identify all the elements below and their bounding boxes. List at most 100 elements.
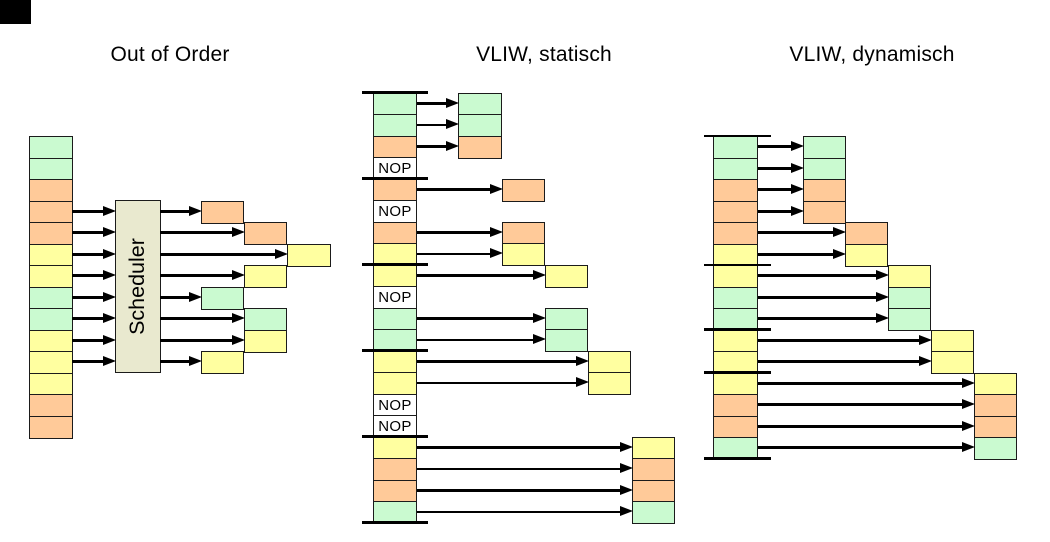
scheduled-instruction-box	[244, 222, 288, 246]
scheduled-instruction-box	[888, 265, 932, 289]
dispatch-arrow-line	[758, 338, 921, 342]
bundle-boundary-tick	[361, 349, 428, 352]
instruction-box	[373, 114, 417, 138]
scheduled-instruction-box	[588, 350, 632, 374]
dispatch-arrow-head-icon	[532, 312, 546, 323]
scheduled-instruction-box	[930, 329, 974, 353]
instruction-box	[29, 157, 73, 181]
dispatch-arrow-head-icon	[188, 205, 202, 216]
nop-label: NOP	[378, 396, 412, 414]
scheduled-instruction-box	[501, 243, 545, 267]
scheduled-instruction-box	[458, 114, 502, 138]
dispatch-arrow-head-icon	[918, 356, 932, 367]
dispatch-arrow-head-icon	[489, 248, 503, 259]
instruction-box	[373, 372, 417, 396]
scheduled-instruction-box	[244, 265, 288, 289]
instruction-box	[713, 372, 759, 396]
bundle-boundary-tick	[704, 371, 771, 374]
instruction-box	[373, 135, 417, 159]
dispatch-arrow-head-icon	[619, 506, 633, 517]
issue-arrow-head-icon	[102, 270, 116, 281]
issue-arrow-line	[71, 338, 105, 342]
corner-mark	[0, 0, 31, 24]
dispatch-arrow-line	[758, 446, 964, 450]
scheduled-instruction-box	[845, 222, 889, 246]
instruction-box	[713, 157, 759, 181]
scheduler-box: Scheduler	[114, 200, 161, 373]
dispatch-arrow-line	[758, 209, 793, 213]
dispatch-arrow-line	[758, 252, 836, 256]
dispatch-arrow-head-icon	[232, 334, 246, 345]
scheduled-instruction-box	[973, 372, 1017, 396]
dispatch-arrow-line	[416, 510, 622, 514]
dispatch-arrow-line	[758, 403, 964, 407]
dispatch-arrow-line	[159, 252, 278, 256]
dispatch-arrow-head-icon	[232, 270, 246, 281]
dispatch-arrow-head-icon	[790, 162, 804, 173]
instruction-box	[713, 222, 759, 246]
dispatch-arrow-line	[758, 360, 921, 364]
dispatch-arrow-head-icon	[833, 248, 847, 259]
dispatch-arrow-head-icon	[619, 484, 633, 495]
scheduled-instruction-box	[244, 308, 288, 332]
scheduled-instruction-box	[802, 200, 846, 224]
dispatch-arrow-head-icon	[446, 140, 460, 151]
issue-arrow-line	[71, 295, 105, 299]
instruction-box	[713, 329, 759, 353]
issue-arrow-head-icon	[102, 205, 116, 216]
dispatch-arrow-line	[758, 188, 793, 192]
bundle-boundary-tick	[361, 177, 428, 180]
dispatch-arrow-head-icon	[232, 227, 246, 238]
instruction-box	[373, 92, 417, 116]
dispatch-arrow-head-icon	[489, 226, 503, 237]
dispatch-arrow-line	[416, 252, 492, 256]
scheduled-instruction-box	[200, 200, 245, 224]
panel-title-vliw-static: VLIW, statisch	[476, 43, 612, 66]
instruction-box	[29, 179, 73, 203]
dispatch-arrow-line	[416, 381, 579, 385]
scheduled-instruction-box	[802, 179, 846, 203]
instruction-box	[373, 221, 417, 245]
dispatch-arrow-head-icon	[232, 313, 246, 324]
dispatch-arrow-head-icon	[275, 248, 289, 259]
nop-label: NOP	[378, 289, 412, 307]
scheduled-instruction-box	[200, 286, 245, 310]
dispatch-arrow-head-icon	[619, 441, 633, 452]
instruction-box	[29, 286, 73, 310]
scheduled-instruction-box	[802, 136, 846, 160]
scheduled-instruction-box	[973, 415, 1017, 439]
bundle-boundary-tick	[361, 91, 428, 94]
instruction-box	[29, 265, 73, 289]
dispatch-arrow-head-icon	[876, 313, 890, 324]
dispatch-arrow-head-icon	[188, 291, 202, 302]
instruction-box	[29, 136, 73, 160]
dispatch-arrow-head-icon	[961, 377, 975, 388]
issue-arrow-head-icon	[102, 356, 116, 367]
dispatch-arrow-line	[416, 489, 622, 492]
scheduled-instruction-box	[973, 437, 1017, 461]
dispatch-arrow-head-icon	[576, 377, 590, 388]
bundle-boundary-tick	[704, 328, 771, 331]
dispatch-arrow-line	[758, 295, 879, 299]
dispatch-arrow-head-icon	[532, 334, 546, 345]
dispatch-arrow-head-icon	[532, 269, 546, 280]
nop-label: NOP	[378, 203, 412, 221]
instruction-box	[29, 308, 73, 332]
bundle-boundary-tick	[361, 263, 428, 266]
scheduled-instruction-box	[544, 307, 589, 331]
instruction-box	[29, 200, 73, 224]
instruction-box	[713, 286, 759, 310]
dispatch-arrow-line	[758, 381, 964, 385]
dispatch-arrow-head-icon	[188, 356, 202, 367]
instruction-box	[373, 436, 417, 460]
bundle-boundary-tick	[361, 435, 428, 438]
scheduled-instruction-box	[458, 92, 502, 116]
instruction-box	[713, 179, 759, 203]
instruction-box	[373, 479, 417, 503]
instruction-box	[29, 329, 73, 353]
dispatch-arrow-head-icon	[790, 141, 804, 152]
dispatch-arrow-line	[416, 231, 492, 234]
dispatch-arrow-head-icon	[876, 291, 890, 302]
instruction-box	[373, 307, 417, 331]
